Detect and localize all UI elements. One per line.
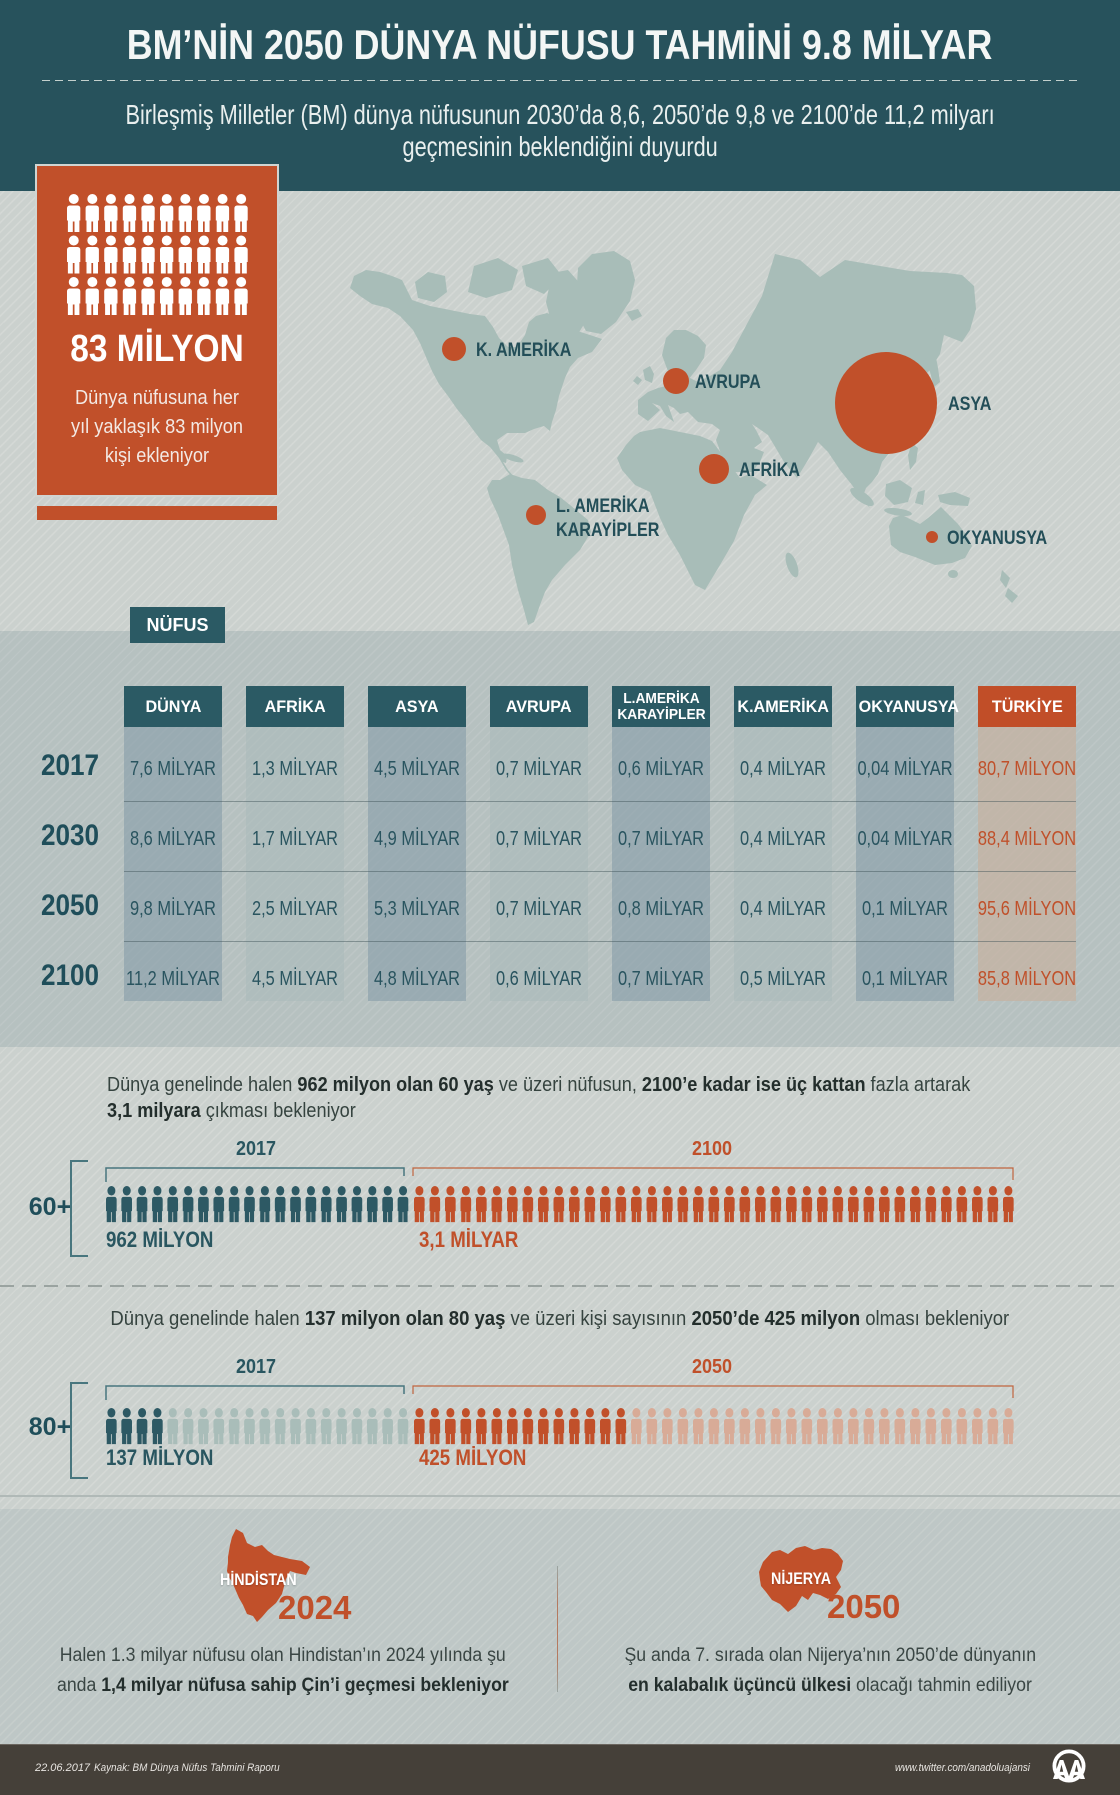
svg-text:ASYA: ASYA xyxy=(948,393,992,415)
svg-text:L. AMERİKA: L. AMERİKA xyxy=(556,495,650,517)
svg-text:K. AMERİKA: K. AMERİKA xyxy=(476,339,572,361)
svg-text:KARAYİPLER: KARAYİPLER xyxy=(556,519,660,541)
svg-text:AFRİKA: AFRİKA xyxy=(739,459,800,481)
svg-text:AVRUPA: AVRUPA xyxy=(695,371,761,393)
svg-text:OKYANUSYA: OKYANUSYA xyxy=(947,527,1047,549)
